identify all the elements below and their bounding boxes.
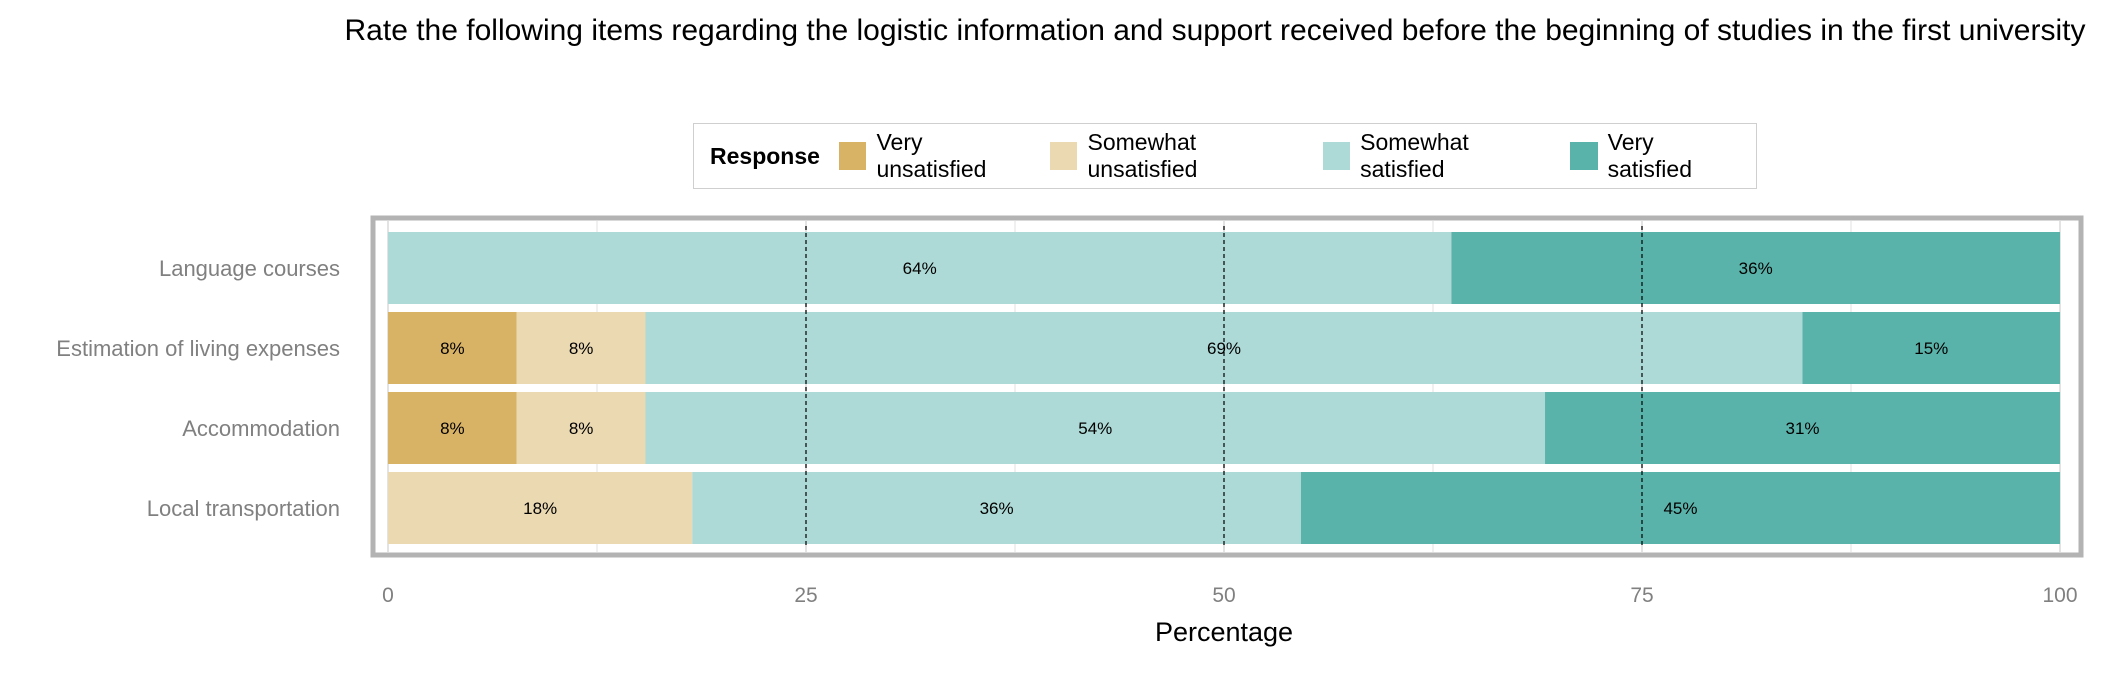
legend-label: Somewhat satisfied (1360, 129, 1469, 182)
data-label: 15% (1914, 339, 1948, 358)
bar-segment (388, 472, 693, 544)
bar-segment (1545, 392, 2060, 464)
data-label: 64% (903, 259, 937, 278)
legend-item-somewhat-satisfied: Somewhat satisfied (1322, 129, 1561, 183)
legend-item-somewhat-unsatisfied: Somewhat unsatisfied (1049, 129, 1313, 183)
bar-segment (692, 472, 1301, 544)
data-label: 69% (1207, 339, 1241, 358)
legend-swatch (1570, 142, 1598, 170)
legend-swatch (838, 142, 867, 170)
bar-segment (1802, 312, 2060, 384)
bar-segment (388, 312, 517, 384)
x-tick-label: 25 (794, 584, 817, 607)
legend-swatch (1322, 142, 1351, 170)
legend-label: Very satisfied (1607, 129, 1692, 182)
legend: Response Very unsatisfied Somewhat unsat… (693, 123, 1757, 189)
data-label: 31% (1785, 419, 1819, 438)
category-label: Accommodation (182, 416, 340, 441)
x-tick-label: 0 (382, 584, 394, 607)
bar-segment (516, 312, 646, 384)
legend-item-very-unsatisfied: Very unsatisfied (838, 129, 1040, 183)
bar-segment (1451, 232, 2060, 304)
category-label: Language courses (159, 256, 340, 281)
bar-segment (388, 392, 517, 464)
data-label: 36% (980, 499, 1014, 518)
legend-item-very-satisfied: Very satisfied (1570, 129, 1746, 183)
bar-segment (1300, 472, 2060, 544)
x-tick-label: 100 (2042, 584, 2077, 607)
legend-label: Very unsatisfied (876, 129, 987, 182)
data-label: 8% (569, 339, 594, 358)
data-label: 8% (440, 419, 465, 438)
x-tick-label: 50 (1212, 584, 1235, 607)
bar-segment (388, 232, 1452, 304)
data-label: 54% (1078, 419, 1112, 438)
data-label: 8% (569, 419, 594, 438)
bar-segment (645, 392, 1546, 464)
category-label: Estimation of living expenses (56, 336, 340, 361)
x-tick-label: 75 (1630, 584, 1653, 607)
data-label: 45% (1663, 499, 1697, 518)
category-label: Local transportation (147, 496, 340, 521)
legend-swatch (1049, 142, 1078, 170)
legend-title: Response (710, 142, 820, 169)
data-label: 18% (523, 499, 557, 518)
x-axis-title: Percentage (1155, 617, 1293, 647)
data-label: 36% (1739, 259, 1773, 278)
data-label: 8% (440, 339, 465, 358)
bar-segment (516, 392, 646, 464)
plot-panel-border (370, 215, 2084, 558)
chart-title: Rate the following items regarding the l… (344, 14, 2086, 47)
legend-label: Somewhat unsatisfied (1087, 129, 1198, 182)
